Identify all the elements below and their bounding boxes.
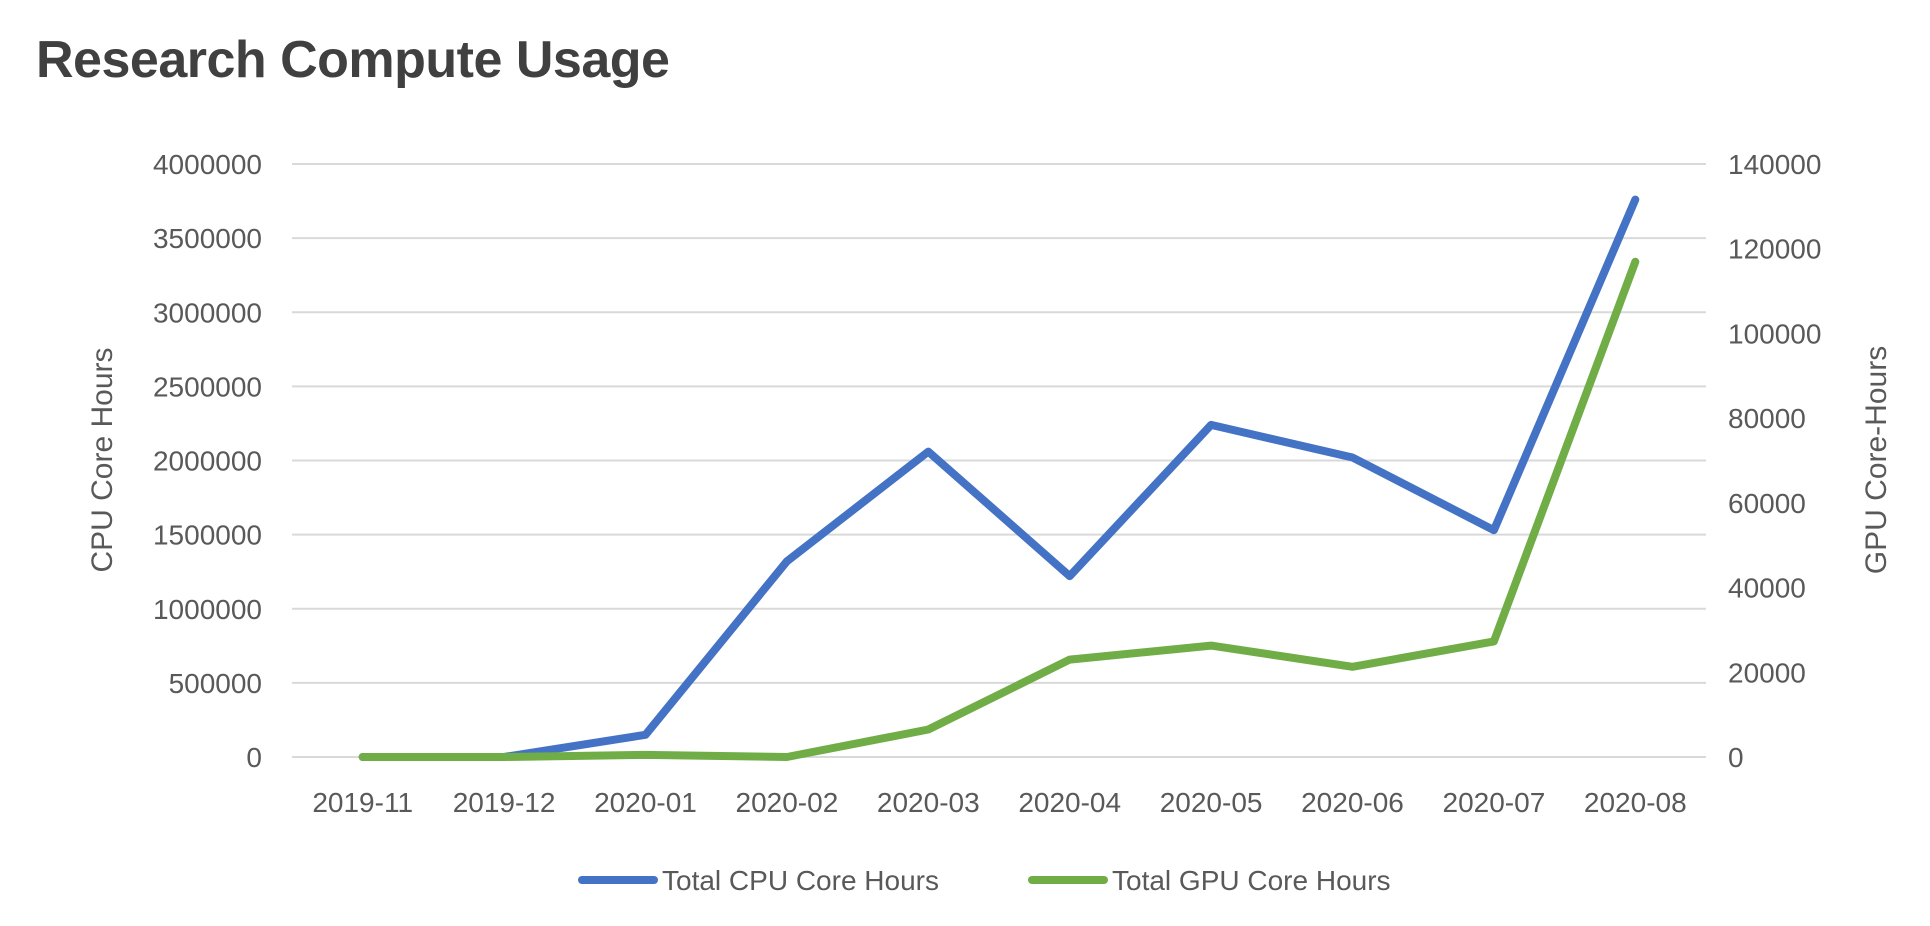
x-tick-label: 2020-04 (1018, 787, 1121, 818)
x-tick-label: 2020-07 (1443, 787, 1546, 818)
gridlines (292, 163, 1706, 758)
x-tick-label: 2020-02 (736, 787, 839, 818)
right-tick-label: 40000 (1728, 573, 1806, 604)
right-tick-label: 120000 (1728, 234, 1821, 265)
x-tick-label: 2019-12 (453, 787, 556, 818)
legend: Total CPU Core Hours Total GPU Core Hours (578, 865, 1391, 896)
x-tick-label: 2020-08 (1584, 787, 1687, 818)
legend-label: Total CPU Core Hours (662, 865, 939, 896)
left-axis-title: CPU Core Hours (86, 347, 119, 572)
series-line-gpu (358, 257, 1640, 761)
legend-label: Total GPU Core Hours (1112, 865, 1391, 896)
right-tick-label: 60000 (1728, 488, 1806, 519)
x-tick-label: 2020-01 (594, 787, 697, 818)
x-axis-ticks: 2019-11 2019-12 2020-01 2020-02 2020-03 2020-… (312, 787, 1686, 818)
left-tick-label: 3500000 (153, 223, 262, 254)
right-axis-ticks: 0 20000 40000 60000 80000 100000 120000 140000 (1728, 149, 1821, 773)
left-tick-label: 0 (246, 742, 262, 773)
right-tick-label: 0 (1728, 742, 1744, 773)
left-tick-label: 1500000 (153, 520, 262, 551)
left-tick-label: 1000000 (153, 594, 262, 625)
x-tick-label: 2019-11 (312, 787, 413, 818)
series-lines (358, 195, 1640, 761)
right-tick-label: 20000 (1728, 657, 1806, 688)
series-line-cpu (358, 195, 1640, 761)
x-tick-label: 2020-05 (1160, 787, 1263, 818)
right-tick-label: 80000 (1728, 403, 1806, 434)
chart-title: Research Compute Usage (36, 31, 670, 89)
left-axis-ticks: 0 500000 1000000 1500000 2000000 2500000 30000… (153, 149, 262, 773)
left-tick-label: 3000000 (153, 297, 262, 328)
right-tick-label: 100000 (1728, 318, 1821, 349)
x-tick-label: 2020-03 (877, 787, 980, 818)
left-tick-label: 4000000 (153, 149, 262, 180)
right-tick-label: 140000 (1728, 149, 1821, 180)
x-tick-label: 2020-06 (1301, 787, 1404, 818)
left-tick-label: 500000 (169, 668, 262, 699)
left-tick-label: 2000000 (153, 446, 262, 477)
right-axis-title: GPU Core-Hours (1860, 346, 1893, 574)
left-tick-label: 2500000 (153, 371, 262, 402)
